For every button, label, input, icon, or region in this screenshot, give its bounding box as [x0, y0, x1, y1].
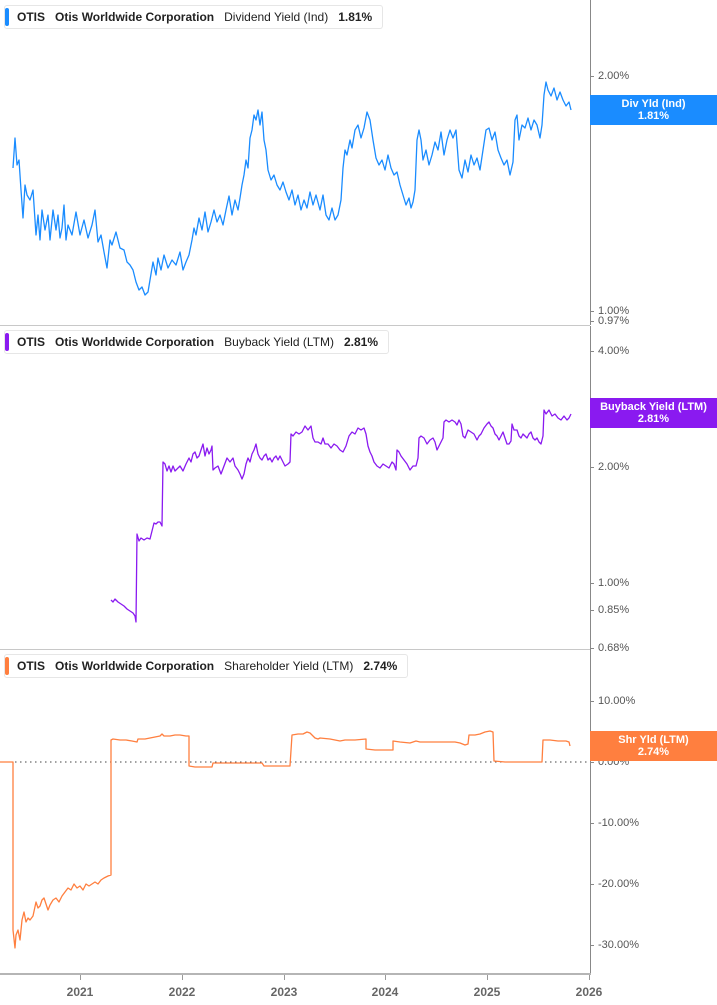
y-tick-mark — [590, 945, 594, 946]
badge-value: 1.81% — [637, 110, 670, 122]
y-tick-mark — [590, 311, 594, 312]
y-tick-mark — [590, 648, 594, 649]
y-tick-mark — [590, 467, 594, 468]
x-tick-label: 2021 — [66, 985, 94, 999]
y-axis-line — [590, 650, 591, 973]
panel-divider — [0, 649, 590, 650]
y-tick-label: 1.00% — [598, 305, 630, 317]
y-tick-mark — [590, 583, 594, 584]
dividend-yield-line-chart — [12, 81, 572, 296]
badge-label: Shr Yld (LTM) — [618, 734, 689, 746]
y-tick-mark — [590, 610, 594, 611]
series-color-swatch — [5, 333, 9, 351]
x-tick-mark — [182, 975, 183, 980]
x-tick-mark — [589, 975, 590, 980]
metric-value: 2.81% — [343, 335, 378, 349]
y-tick-mark — [590, 321, 594, 322]
buyback-yield-value-badge: Buyback Yield (LTM) 2.81% — [590, 398, 717, 428]
x-tick-label: 2024 — [371, 985, 399, 999]
x-tick-mark — [385, 975, 386, 980]
x-tick-label: 2022 — [168, 985, 196, 999]
buyback-yield-panel: OTIS Otis Worldwide Corporation Buyback … — [0, 326, 717, 654]
x-tick-label: 2025 — [473, 985, 501, 999]
badge-label: Buyback Yield (LTM) — [600, 401, 707, 413]
y-tick-label: -20.00% — [598, 878, 639, 890]
shareholder-yield-panel: OTIS Otis Worldwide Corporation Sharehol… — [0, 650, 717, 973]
company-name: Otis Worldwide Corporation — [55, 335, 215, 349]
x-tick-label: 2026 — [575, 985, 603, 999]
x-tick-mark — [487, 975, 488, 980]
panel-divider — [0, 325, 590, 326]
y-tick-mark — [590, 884, 594, 885]
y-tick-label: 10.00% — [598, 695, 636, 707]
company-name: Otis Worldwide Corporation — [55, 659, 215, 673]
metric-value: 2.74% — [363, 659, 398, 673]
x-tick-mark — [284, 975, 285, 980]
dividend-yield-legend: OTIS Otis Worldwide Corporation Dividend… — [4, 5, 384, 29]
y-axis-line — [590, 0, 591, 325]
badge-label: Div Yld (Ind) — [621, 98, 686, 110]
y-tick-label: 0.97% — [598, 315, 630, 327]
dividend-yield-panel: OTIS Otis Worldwide Corporation Dividend… — [0, 0, 717, 327]
y-axis-line — [590, 326, 591, 650]
badge-value: 2.74% — [637, 746, 670, 758]
metric-value: 1.81% — [338, 10, 373, 24]
x-tick-label: 2023 — [270, 985, 298, 999]
y-tick-label: 2.00% — [598, 461, 630, 473]
badge-value: 2.81% — [637, 413, 670, 425]
y-tick-mark — [590, 762, 594, 763]
ticker-label: OTIS — [17, 659, 46, 673]
y-tick-label: 2.00% — [598, 70, 630, 82]
y-tick-label: 1.00% — [598, 577, 630, 589]
y-tick-mark — [590, 351, 594, 352]
metric-name: Dividend Yield (Ind) — [224, 10, 329, 24]
y-tick-mark — [590, 823, 594, 824]
series-color-swatch — [5, 8, 9, 26]
y-tick-mark — [590, 76, 594, 77]
x-tick-mark — [80, 975, 81, 980]
y-tick-label: -30.00% — [598, 939, 639, 951]
y-tick-label: 0.85% — [598, 604, 630, 616]
shareholder-yield-value-badge: Shr Yld (LTM) 2.74% — [590, 731, 717, 761]
shareholder-yield-line-chart — [0, 730, 590, 949]
metric-name: Shareholder Yield (LTM) — [224, 659, 354, 673]
shareholder-yield-legend: OTIS Otis Worldwide Corporation Sharehol… — [4, 654, 409, 678]
y-tick-label: 0.68% — [598, 642, 630, 654]
metric-name: Buyback Yield (LTM) — [224, 335, 334, 349]
series-color-swatch — [5, 657, 9, 675]
y-tick-mark — [590, 701, 594, 702]
x-axis-line — [0, 973, 591, 975]
dividend-yield-value-badge: Div Yld (Ind) 1.81% — [590, 95, 717, 125]
y-tick-label: -10.00% — [598, 817, 639, 829]
y-tick-label: 4.00% — [598, 345, 630, 357]
buyback-yield-line-chart — [110, 409, 572, 623]
ticker-label: OTIS — [17, 335, 46, 349]
buyback-yield-legend: OTIS Otis Worldwide Corporation Buyback … — [4, 330, 389, 354]
company-name: Otis Worldwide Corporation — [55, 10, 215, 24]
ticker-label: OTIS — [17, 10, 46, 24]
